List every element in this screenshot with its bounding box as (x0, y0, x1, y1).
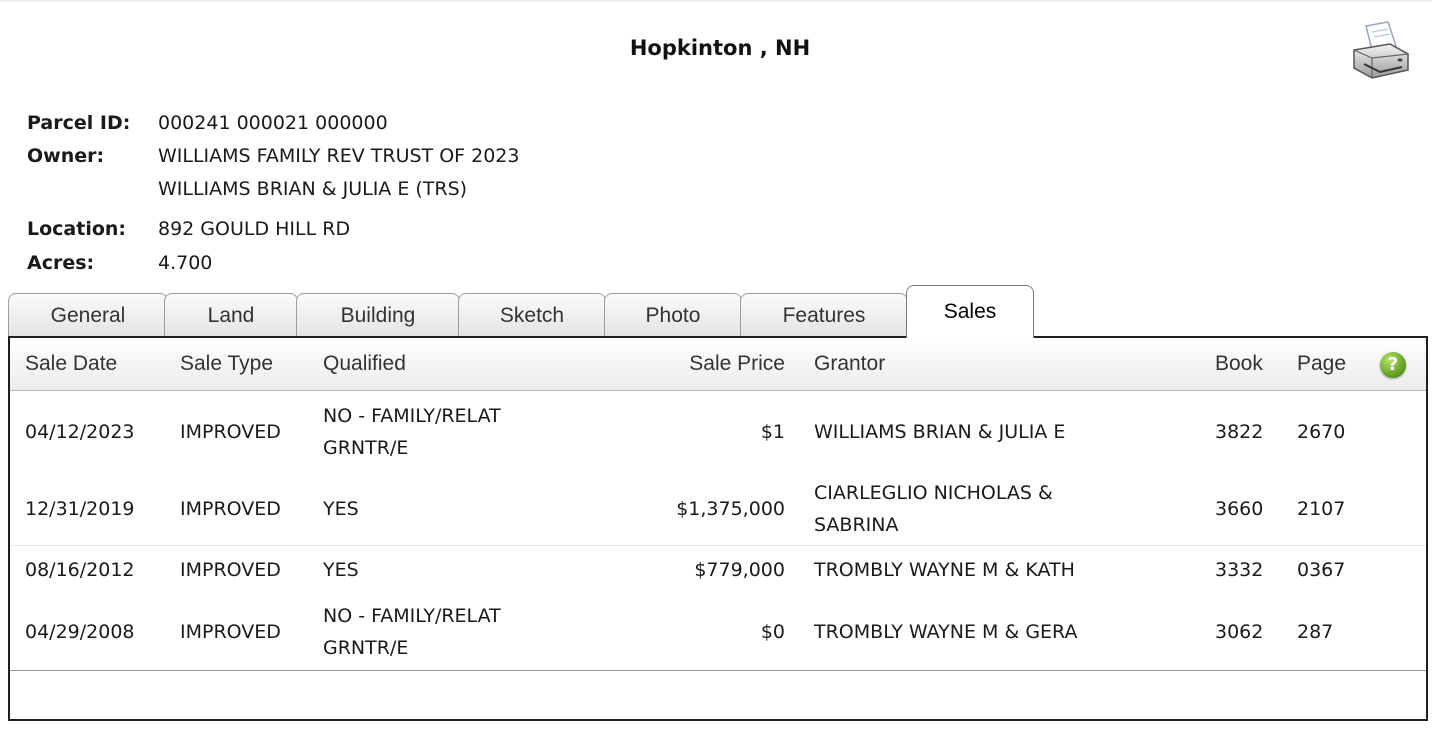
sale-price-cell: $779,000 (694, 559, 785, 581)
grantor-cell-line-2: SABRINA (814, 514, 899, 536)
page-cell: 0367 (1297, 559, 1346, 581)
sales-table-header: Sale Date Sale Type Qualified Sale Price… (10, 338, 1426, 391)
sale-date-cell: 08/16/2012 (25, 559, 135, 581)
owner-line-1: WILLIAMS FAMILY REV TRUST OF 2023 (158, 145, 520, 167)
column-header-sale-type[interactable]: Sale Type (180, 352, 274, 375)
parcel-id-label: Parcel ID: (27, 112, 131, 134)
acres-label: Acres: (27, 252, 95, 274)
sale-price-cell: $1 (760, 421, 785, 443)
table-row: 12/31/2019 IMPROVED YES $1,375,000 CIARL… (10, 476, 1426, 546)
location-label: Location: (27, 218, 127, 240)
qualified-cell: YES (323, 559, 359, 581)
sale-type-cell: IMPROVED (180, 421, 281, 443)
owner-line-2: WILLIAMS BRIAN & JULIA E (TRS) (158, 178, 468, 200)
column-header-book[interactable]: Book (1215, 352, 1263, 375)
qualified-cell-line-2: GRNTR/E (323, 637, 409, 659)
book-cell: 3660 (1215, 498, 1264, 520)
book-cell: 3332 (1215, 559, 1264, 581)
grantor-cell: WILLIAMS BRIAN & JULIA E (814, 421, 1066, 443)
tab-sales[interactable]: Sales (906, 285, 1034, 338)
acres-value: 4.700 (158, 252, 213, 274)
column-header-page[interactable]: Page (1297, 352, 1347, 375)
book-cell: 3062 (1215, 621, 1264, 643)
printer-icon[interactable] (1350, 20, 1412, 86)
grantor-cell: CIARLEGLIO NICHOLAS & (814, 482, 1053, 504)
tab-general[interactable]: General (8, 293, 168, 337)
parcel-id-value: 000241 000021 000000 (158, 112, 388, 134)
grantor-cell: TROMBLY WAYNE M & KATH (814, 559, 1075, 581)
page-cell: 287 (1297, 621, 1334, 643)
sales-panel: Sale Date Sale Type Qualified Sale Price… (8, 336, 1428, 721)
column-header-qualified[interactable]: Qualified (323, 352, 406, 375)
column-header-sale-price[interactable]: Sale Price (689, 352, 785, 375)
qualified-cell-line-2: GRNTR/E (323, 437, 409, 459)
help-icon[interactable]: ? (1380, 352, 1406, 378)
page-title: Hopkinton , NH (629, 36, 811, 60)
column-header-sale-date[interactable]: Sale Date (25, 352, 118, 375)
table-row: 04/12/2023 IMPROVED NO - FAMILY/RELAT GR… (10, 398, 1426, 470)
tab-photo[interactable]: Photo (604, 293, 742, 337)
table-row: 08/16/2012 IMPROVED YES $779,000 TROMBLY… (10, 545, 1426, 594)
sale-type-cell: IMPROVED (180, 621, 281, 643)
sale-date-cell: 04/12/2023 (25, 421, 135, 443)
tab-features[interactable]: Features (740, 293, 908, 337)
tab-building[interactable]: Building (296, 293, 460, 337)
tab-land[interactable]: Land (164, 293, 298, 337)
tab-bar: General Land Building Sketch Photo Featu… (8, 285, 1108, 338)
qualified-cell: NO - FAMILY/RELAT (323, 405, 501, 427)
sale-date-cell: 12/31/2019 (25, 498, 135, 520)
tab-sketch[interactable]: Sketch (458, 293, 606, 337)
book-cell: 3822 (1215, 421, 1264, 443)
page-cell: 2670 (1297, 421, 1346, 443)
table-row: 04/29/2008 IMPROVED NO - FAMILY/RELAT GR… (10, 598, 1426, 666)
location-value: 892 GOULD HILL RD (158, 218, 351, 240)
page-cell: 2107 (1297, 498, 1346, 520)
table-footer-divider (10, 670, 1426, 671)
sale-type-cell: IMPROVED (180, 559, 281, 581)
sale-price-cell: $0 (760, 621, 785, 643)
owner-label: Owner: (27, 145, 105, 167)
sale-type-cell: IMPROVED (180, 498, 281, 520)
qualified-cell: NO - FAMILY/RELAT (323, 605, 501, 627)
sale-price-cell: $1,375,000 (676, 498, 785, 520)
top-divider (0, 0, 1432, 2)
grantor-cell: TROMBLY WAYNE M & GERA (814, 621, 1078, 643)
sale-date-cell: 04/29/2008 (25, 621, 135, 643)
qualified-cell: YES (323, 498, 359, 520)
column-header-grantor[interactable]: Grantor (814, 352, 886, 375)
